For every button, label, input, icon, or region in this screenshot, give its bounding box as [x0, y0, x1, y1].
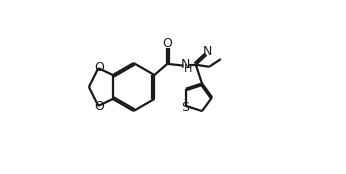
Text: S: S: [181, 101, 189, 114]
Text: H: H: [184, 64, 192, 74]
Text: O: O: [94, 61, 104, 74]
Text: O: O: [162, 37, 172, 50]
Text: N: N: [202, 45, 212, 58]
Text: N: N: [181, 58, 191, 71]
Text: O: O: [94, 100, 104, 113]
